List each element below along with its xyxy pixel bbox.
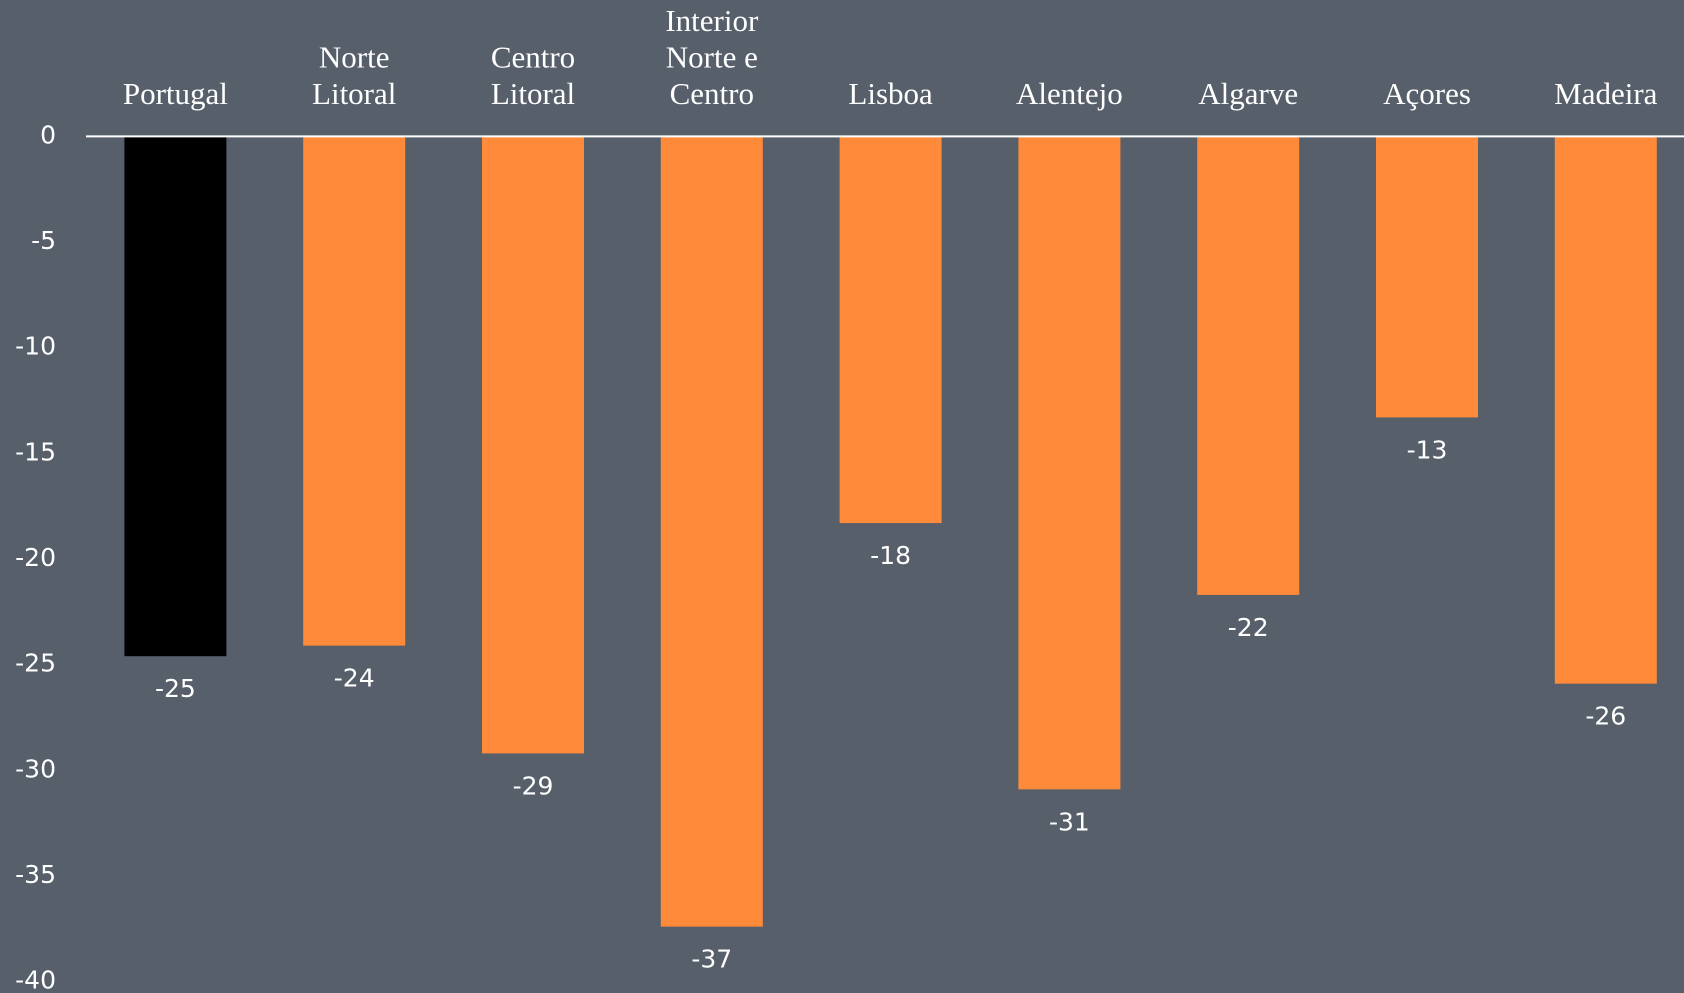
y-tick-label: 0 <box>40 120 56 149</box>
bar <box>303 136 406 646</box>
bar <box>482 136 584 754</box>
data-label: -25 <box>155 674 196 703</box>
bar <box>1197 136 1300 595</box>
y-tick-label: -40 <box>15 966 56 993</box>
y-tick-label: -35 <box>15 860 56 889</box>
x-tick-label: Madeira <box>1554 76 1658 111</box>
bar <box>1554 136 1657 684</box>
x-tick-label: Lisboa <box>848 76 933 111</box>
x-tick-label: Interior Norte e Centro <box>665 3 759 111</box>
y-tick-label: -25 <box>15 649 56 678</box>
x-tick-label: Portugal <box>123 76 228 111</box>
bar <box>124 136 227 657</box>
y-tick-label: -10 <box>15 332 56 361</box>
bar <box>1376 136 1478 418</box>
data-label: -37 <box>691 945 732 974</box>
data-label: -24 <box>334 664 375 693</box>
data-label: -18 <box>870 541 911 570</box>
y-tick-label: -20 <box>15 543 56 572</box>
x-tick-label: Centro Litoral <box>491 40 575 112</box>
y-tick-label: -5 <box>31 226 56 255</box>
bar <box>839 136 942 524</box>
y-tick-label: -15 <box>15 437 56 466</box>
data-label: -22 <box>1228 613 1269 642</box>
data-label: -29 <box>513 771 554 800</box>
x-tick-label: Açores <box>1383 76 1471 111</box>
data-label: -31 <box>1049 807 1090 836</box>
x-tick-label: Algarve <box>1198 76 1298 111</box>
bar <box>1018 136 1121 790</box>
y-tick-label: -30 <box>15 754 56 783</box>
x-tick-label: Alentejo <box>1016 76 1123 111</box>
data-label: -26 <box>1585 702 1626 731</box>
data-label: -13 <box>1407 435 1448 464</box>
bar <box>660 136 763 927</box>
x-tick-label: Norte Litoral <box>312 40 396 112</box>
